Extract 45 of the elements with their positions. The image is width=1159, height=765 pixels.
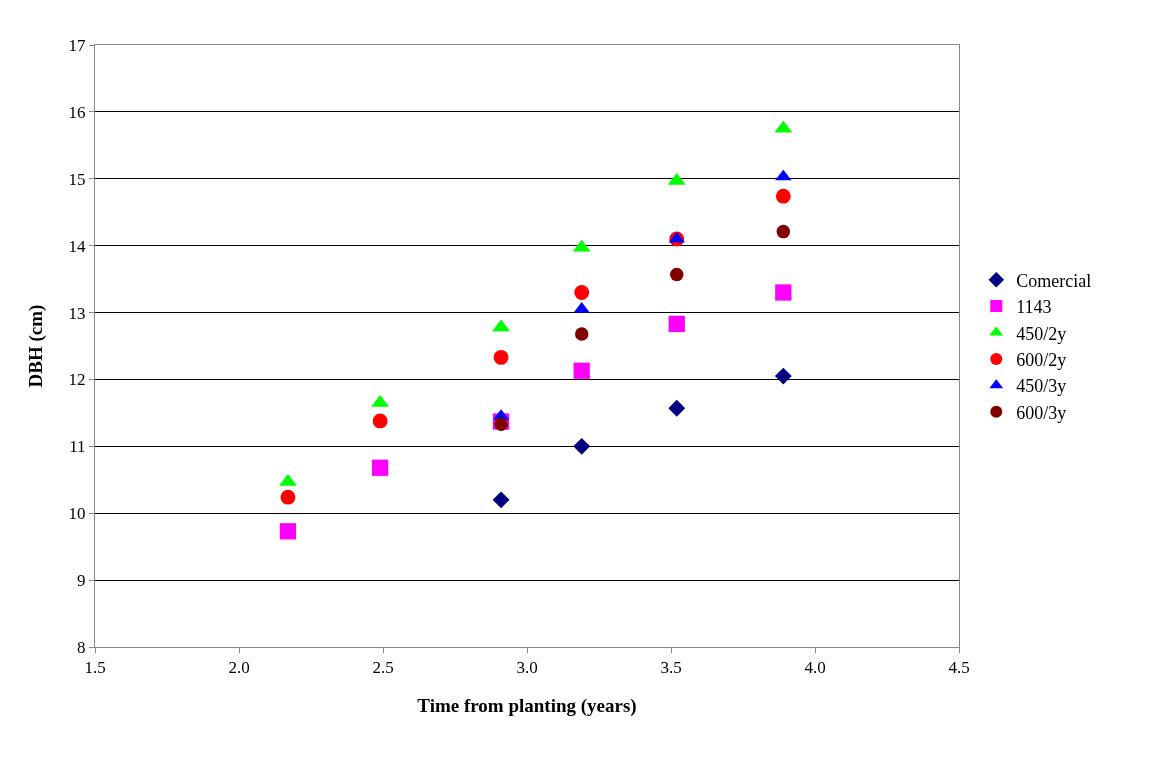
point bbox=[668, 315, 685, 333]
x-tick-label: 1.5 bbox=[84, 658, 106, 678]
point bbox=[776, 224, 791, 239]
x-tick-label: 2.5 bbox=[372, 658, 394, 678]
point bbox=[668, 399, 686, 417]
x-tick-label: 4.0 bbox=[804, 658, 826, 678]
legend-label: Comercial bbox=[1016, 270, 1092, 291]
y-axis-title: DBH (cm) bbox=[25, 304, 48, 388]
y-tick-label: 14 bbox=[68, 236, 87, 256]
y-tick-label: 15 bbox=[68, 169, 86, 189]
x-tick-label: 3.5 bbox=[660, 658, 682, 678]
x-tick-label: 4.5 bbox=[948, 658, 970, 678]
point bbox=[573, 362, 590, 379]
point bbox=[279, 523, 297, 540]
y-tick-label: 16 bbox=[68, 102, 86, 122]
legend-label: 450/3y bbox=[1016, 376, 1067, 397]
point bbox=[371, 459, 389, 476]
legend-label: 450/2y bbox=[1016, 323, 1067, 344]
point bbox=[670, 267, 684, 282]
legend-label: 600/2y bbox=[1016, 349, 1067, 370]
point bbox=[492, 491, 510, 509]
point bbox=[372, 413, 388, 429]
y-tick-label: 13 bbox=[68, 303, 86, 323]
point bbox=[668, 231, 685, 243]
point bbox=[574, 327, 589, 341]
point bbox=[573, 437, 591, 455]
x-tick-label: 3.0 bbox=[516, 658, 538, 678]
y-tick-label: 12 bbox=[68, 370, 86, 390]
point bbox=[493, 349, 509, 365]
point bbox=[775, 188, 791, 204]
y-tick-label: 10 bbox=[68, 504, 86, 524]
y-tick-label: 11 bbox=[69, 437, 86, 457]
point bbox=[280, 489, 296, 505]
point bbox=[774, 367, 792, 385]
point bbox=[494, 417, 508, 431]
point bbox=[775, 169, 792, 181]
x-axis-title: Time from planting (years) bbox=[417, 695, 637, 718]
legend-label: 1143 bbox=[1016, 297, 1052, 318]
y-tick-label: 9 bbox=[77, 571, 86, 591]
point bbox=[775, 284, 792, 301]
legend-label: 600/3y bbox=[1016, 402, 1067, 423]
y-tick-label: 17 bbox=[68, 35, 87, 55]
y-tick-label: 8 bbox=[77, 637, 86, 657]
x-tick-label: 2.0 bbox=[228, 658, 250, 678]
point bbox=[574, 285, 590, 300]
